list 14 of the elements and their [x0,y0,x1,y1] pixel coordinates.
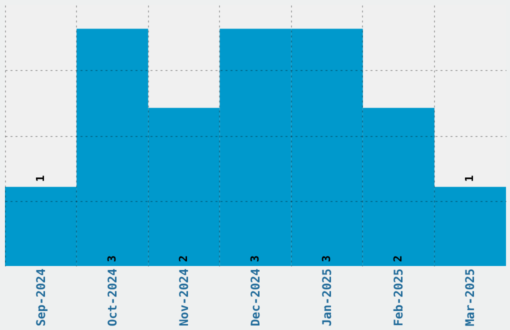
data-label: 3 [248,255,262,262]
x-tick-label: Sep-2024 [34,268,48,326]
x-tick-label: Nov-2024 [176,268,191,326]
x-tick-label: Dec-2024 [248,268,262,326]
x-tick-label: Mar-2025 [463,268,478,326]
x-tick-label: Jan-2025 [320,268,334,326]
data-label: 2 [392,255,405,262]
x-tick-label: Feb-2025 [392,268,406,326]
data-label: 3 [320,255,334,262]
data-label: 1 [34,174,47,182]
data-label: 1 [463,174,476,182]
x-tick-label: Oct-2024 [105,268,120,326]
data-label: 3 [105,255,118,262]
data-label: 2 [176,255,190,262]
